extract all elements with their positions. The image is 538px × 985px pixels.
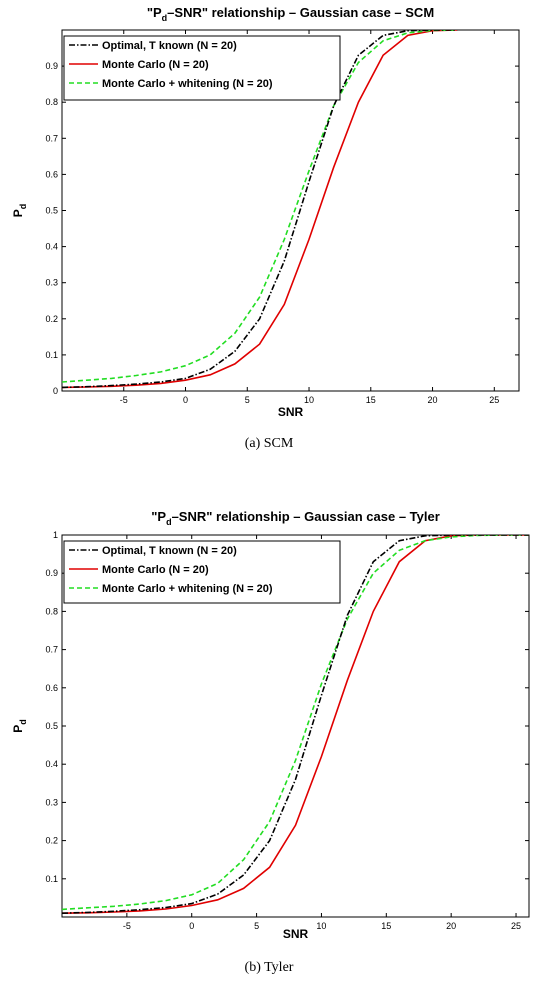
x-axis-label: SNR: [278, 405, 304, 419]
y-axis-symbol: P: [11, 209, 25, 217]
x-tick-label: -5: [123, 921, 131, 931]
title-subscript: d: [162, 13, 168, 23]
legend-label-2: Monte Carlo + whitening (N = 20): [102, 78, 273, 90]
x-tick-label: 5: [254, 921, 259, 931]
series-line-1: [62, 535, 529, 914]
y-tick-label: 0.9: [45, 568, 58, 578]
y-tick-label: 0.4: [45, 759, 58, 769]
chart-scm: "Pd–SNR" relationship – Gaussian case – …: [11, 5, 520, 451]
y-tick-label: 0.8: [45, 97, 58, 107]
y-tick-label: 0.3: [45, 797, 58, 807]
legend-label-0: Optimal, T known (N = 20): [102, 40, 237, 52]
y-tick-label: 1: [53, 530, 58, 540]
legend-label-0: Optimal, T known (N = 20): [102, 545, 237, 557]
x-tick-label: 25: [489, 395, 499, 405]
y-tick-label: 0.2: [45, 314, 58, 324]
title-subscript: d: [166, 517, 172, 527]
legend-label-2: Monte Carlo + whitening (N = 20): [102, 583, 273, 595]
series-line-0: [62, 30, 458, 389]
title-rest: –SNR" relationship – Gaussian case – SCM: [167, 5, 434, 20]
title-symbol: P: [157, 509, 166, 524]
y-tick-label: 0.9: [45, 61, 58, 71]
x-tick-label: 0: [189, 921, 194, 931]
x-tick-label: 25: [511, 921, 521, 931]
y-tick-label: 0.6: [45, 683, 58, 693]
y-tick-label: 0.5: [45, 721, 58, 731]
x-tick-label: -5: [120, 395, 128, 405]
x-tick-label: 15: [366, 395, 376, 405]
title-rest: –SNR" relationship – Gaussian case – Tyl…: [172, 509, 440, 524]
x-tick-label: 5: [245, 395, 250, 405]
x-tick-label: 20: [446, 921, 456, 931]
y-tick-label: 0.7: [45, 133, 58, 143]
chart-tyler: "Pd–SNR" relationship – Gaussian case – …: [11, 509, 530, 975]
series-line-1: [62, 30, 458, 389]
legend-label-1: Monte Carlo (N = 20): [102, 59, 209, 71]
x-tick-label: 10: [316, 921, 326, 931]
y-tick-label: 0.1: [45, 350, 58, 360]
y-tick-label: 0.4: [45, 242, 58, 252]
y-tick-label: 0.5: [45, 206, 58, 216]
chart-title: "Pd–SNR" relationship – Gaussian case – …: [147, 5, 434, 23]
legend-box: [63, 540, 341, 604]
x-tick-label: 10: [304, 395, 314, 405]
y-tick-label: 0.1: [45, 874, 58, 884]
y-origin-label: 0: [53, 386, 58, 396]
title-prefix: ": [151, 509, 157, 524]
legend-label-1: Monte Carlo (N = 20): [102, 564, 209, 576]
y-tick-label: 0.2: [45, 836, 58, 846]
series-line-2: [62, 30, 458, 383]
y-tick-label: 0.8: [45, 606, 58, 616]
figure-caption: (b) Tyler: [245, 960, 294, 975]
title-symbol: P: [153, 5, 162, 20]
x-axis-label: SNR: [283, 927, 309, 941]
y-tick-label: 0.6: [45, 169, 58, 179]
chart-title: "Pd–SNR" relationship – Gaussian case – …: [151, 509, 440, 527]
x-tick-label: 15: [381, 921, 391, 931]
series-line-2: [62, 535, 529, 911]
y-axis-label: Pd: [11, 719, 28, 733]
y-tick-label: 0.7: [45, 645, 58, 655]
x-tick-label: 20: [428, 395, 438, 405]
y-axis-label: Pd: [11, 204, 28, 218]
figure-caption: (a) SCM: [245, 436, 294, 451]
y-axis-subscript: d: [18, 204, 28, 210]
x-tick-label: 0: [183, 395, 188, 405]
title-prefix: ": [147, 5, 153, 20]
y-axis-subscript: d: [18, 719, 28, 725]
y-axis-symbol: P: [11, 725, 25, 733]
y-tick-label: 0.3: [45, 278, 58, 288]
legend-box: [63, 35, 341, 101]
series-line-0: [62, 535, 529, 914]
